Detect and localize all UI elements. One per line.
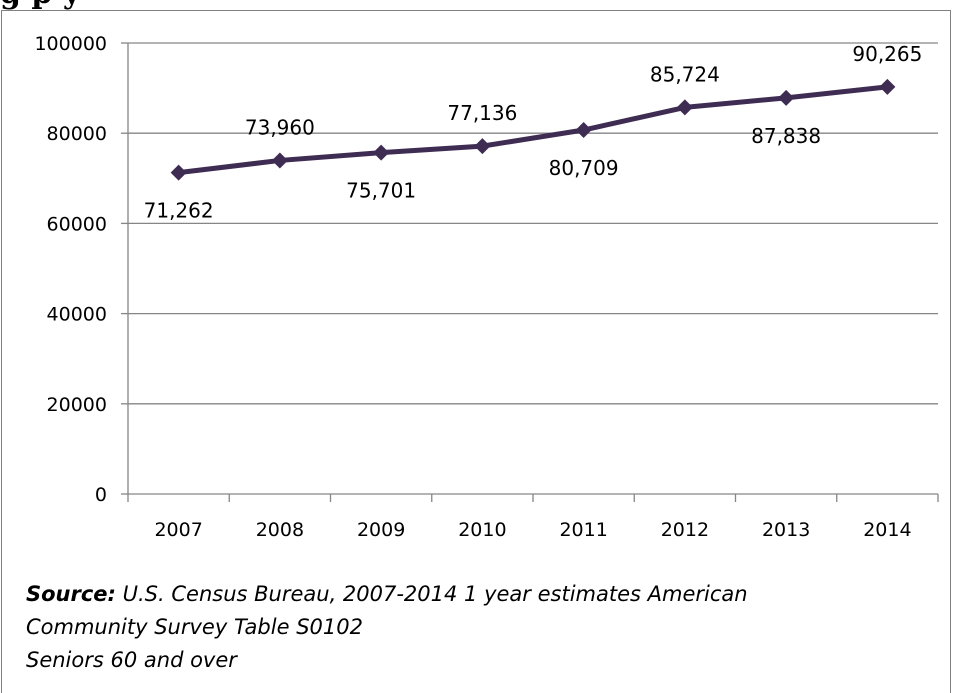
data-label: 77,136 [447,101,517,125]
x-axis-tick-label: 2009 [357,519,405,541]
x-axis-tick-labels: 2007 2008 2009 2010 2011 2012 2013 2014 [154,519,911,541]
data-label: 73,960 [245,115,315,139]
data-point-marker [575,122,592,139]
chart-frame [1,10,951,693]
source-line-3: Seniors 60 and over [26,648,237,672]
chart-title-fragment: g p y [0,0,953,10]
x-axis-tick-label: 2007 [154,519,202,541]
x-axis-tick-label: 2008 [256,519,304,541]
y-axis-tick-label: 20000 [47,394,107,416]
gridlines [128,42,938,405]
source-text: U.S. Census Bureau, 2007-2014 1 year est… [115,582,748,606]
y-axis-tick-label: 80000 [47,123,107,145]
data-label: 85,724 [650,62,720,86]
axes [121,42,939,502]
source-note: Source: U.S. Census Bureau, 2007-2014 1 … [26,578,926,677]
series-markers [170,78,896,181]
data-point-marker [271,152,288,169]
data-point-marker [879,78,896,95]
x-axis-tick-label: 2014 [863,519,911,541]
x-axis-tick-label: 2011 [559,519,607,541]
x-axis-tick-label: 2012 [661,519,709,541]
y-axis-tick-label: 0 [95,484,107,506]
y-axis-tick-label: 60000 [47,213,107,235]
source-line-1: Source: U.S. Census Bureau, 2007-2014 1 … [26,578,926,611]
data-point-marker [474,138,491,155]
x-axis-tick-label: 2010 [458,519,506,541]
y-axis-tick-labels: 0 20000 40000 60000 80000 100000 [34,33,107,506]
data-labels: 71,262 73,960 75,701 77,136 80,709 85,724 87,8… [144,42,923,223]
data-point-marker [170,164,187,181]
series-line [176,84,890,176]
data-label: 90,265 [852,42,922,66]
data-label: 75,701 [346,179,416,203]
y-axis-tick-label: 40000 [47,304,107,326]
x-axis-tick-label: 2013 [762,519,810,541]
data-point-marker [373,144,390,161]
y-axis-tick-label: 100000 [34,33,107,55]
data-point-marker [676,99,693,116]
data-label: 71,262 [144,199,214,223]
series-line [176,84,890,176]
data-label: 87,838 [751,124,821,148]
source-line-2: Community Survey Table S0102 [26,615,363,639]
data-label: 80,709 [549,156,619,180]
source-label: Source: [26,582,116,606]
data-point-marker [778,89,795,106]
